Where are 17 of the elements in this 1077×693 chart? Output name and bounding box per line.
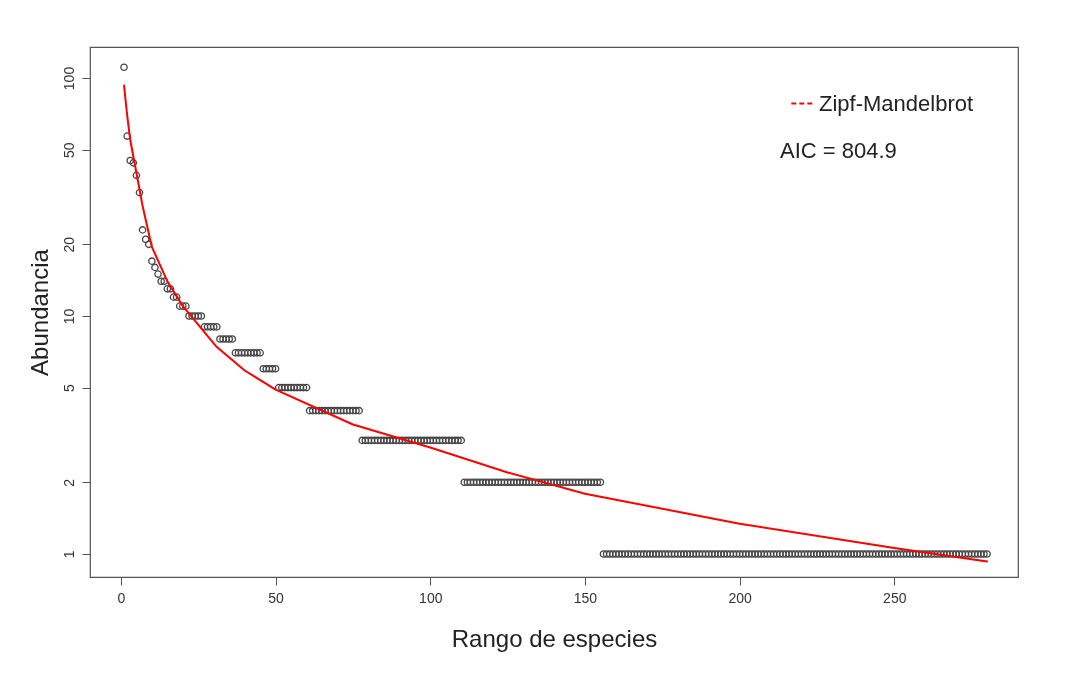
y-axis-title: Abundancia <box>25 248 53 376</box>
x-tick-label: 150 <box>573 589 598 606</box>
y-tick-label: 50 <box>60 142 77 158</box>
x-tick-label: 250 <box>883 589 907 606</box>
x-tick-label: 200 <box>728 589 752 606</box>
annotation: AIC = 804.9 <box>780 138 897 163</box>
x-tick-label: 100 <box>419 589 443 606</box>
y-tick-label: 1 <box>60 550 77 559</box>
legend-label: Zipf-Mandelbrot <box>819 90 974 116</box>
y-tick-label: 100 <box>60 66 77 91</box>
x-tick-label: 50 <box>268 589 285 606</box>
y-tick-label: 10 <box>60 308 77 325</box>
x-axis-title: Rango de especies <box>451 624 658 652</box>
y-tick-label: 5 <box>60 384 77 393</box>
x-tick-label: 0 <box>117 589 126 606</box>
y-tick-label: 20 <box>60 236 77 253</box>
y-tick-label: 2 <box>60 478 77 487</box>
